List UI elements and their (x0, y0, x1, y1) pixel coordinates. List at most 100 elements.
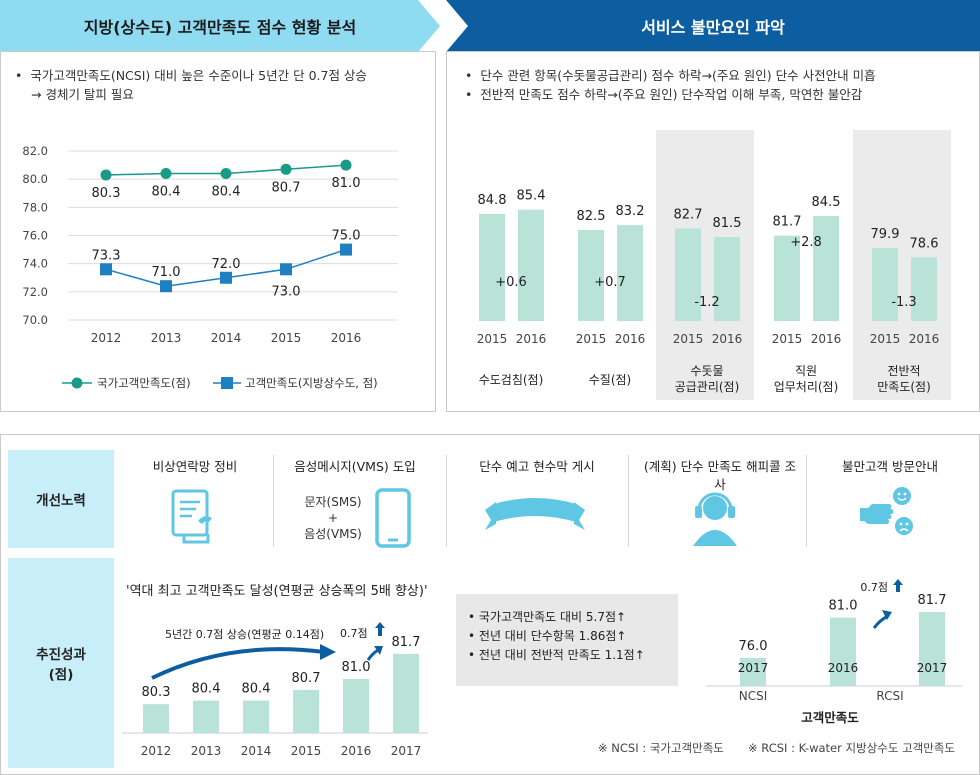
results-bar-value: 80.7 (292, 671, 321, 686)
results-year-label: 2013 (191, 744, 222, 758)
csi-bar-year: 2017 (738, 661, 769, 675)
category-label: 수도검침(점) (479, 373, 544, 387)
service-year-label: 2015 (576, 332, 607, 346)
ncsi-value-label: 80.3 (92, 186, 121, 201)
service-bar-value: 84.8 (478, 193, 507, 208)
local-point (100, 263, 112, 276)
service-bar-value: 82.7 (674, 208, 703, 223)
service-bar-chart: 84.8 2015 85.4 2016 +0.6 수도검침(점) 82.5 2015 83.2 2… (477, 130, 951, 400)
trend-arrowhead (320, 644, 336, 660)
csi-group-label: RCSI (876, 689, 903, 703)
results-bar (343, 679, 369, 733)
csi-group-label: NCSI (739, 689, 768, 703)
results-bar (143, 704, 169, 733)
jump-arrow (366, 648, 379, 661)
jump-annotation: 0.7점 (340, 627, 368, 640)
x-tick-label: 2014 (211, 331, 242, 345)
y-tick-label: 74.0 (22, 257, 48, 271)
service-bar (872, 248, 898, 321)
csi-bar-value: 76.0 (739, 639, 768, 654)
ncsi-point (220, 168, 232, 180)
service-bar-value: 81.7 (773, 215, 802, 230)
separator-4 (806, 455, 807, 547)
y-tick-label: 70.0 (22, 313, 48, 327)
service-year-label: 2016 (712, 332, 743, 346)
change-label: +0.6 (495, 275, 527, 290)
csi-bar (919, 612, 945, 686)
csi-bar-value: 81.0 (829, 599, 858, 614)
change-label: -1.2 (694, 295, 719, 310)
left-header: 지방(상수도) 고객만족도 점수 현황 분석 (0, 0, 440, 52)
line-legend: 국가고객만족도(점) 고객만족도(지방상수도, 점) (62, 376, 378, 390)
service-bar-value: 84.5 (812, 195, 841, 210)
phone-list-icon (171, 489, 212, 544)
service-year-label: 2016 (516, 332, 547, 346)
ncsi-point (340, 159, 352, 171)
right-header-title: 서비스 불만요인 파악 (641, 18, 785, 37)
service-bar (813, 216, 839, 321)
legend-local-label: 고객만족도(지방상수도, 점) (245, 376, 378, 390)
service-year-label: 2016 (811, 332, 842, 346)
category-label: 수질(점) (589, 373, 631, 387)
csi-bar (740, 657, 766, 686)
x-tick-label: 2015 (271, 331, 302, 345)
note-2: • 전년 대비 단수항목 1.86점↑ (468, 629, 627, 643)
left-bullet-2: → 경체기 탈피 필요 (31, 87, 134, 102)
x-tick-label: 2012 (91, 331, 122, 345)
x-tick-label: 2013 (151, 331, 182, 345)
csi-bar-year: 2017 (917, 661, 948, 675)
service-bar (675, 228, 701, 321)
csi-up-arrow-icon (893, 579, 903, 592)
results-bar-value: 80.4 (242, 682, 271, 697)
smartphone-icon (375, 488, 411, 548)
local-point (220, 271, 232, 284)
csi-bar (830, 617, 856, 686)
results-year-label: 2012 (141, 744, 172, 758)
banner-icon (485, 498, 585, 530)
left-panel: • 국가고객만족도(NCSI) 대비 높은 수준이나 5년간 단 0.7점 상승… (0, 51, 436, 412)
csi-annotation: 0.7점 (860, 581, 888, 594)
right-bullet-2: • 전반적 만족도 점수 하락→(주요 원인) 단수작업 이해 부족, 막연한 … (465, 87, 863, 102)
results-bar (243, 700, 269, 733)
improvement-title-4: (계획) 단수 만족도 해피콜 조사 (643, 459, 797, 492)
ncsi-point (100, 169, 112, 181)
results-bar-value: 81.0 (342, 660, 371, 675)
service-year-label: 2015 (772, 332, 803, 346)
ncsi-point (160, 168, 172, 180)
footnote-rcsi: ※ RCSI : K-water 지방상수도 고객만족도 (748, 741, 955, 755)
change-label: +2.8 (790, 235, 822, 250)
results-year-label: 2015 (291, 744, 322, 758)
csi-arrowhead (882, 610, 892, 620)
service-bar-value: 85.4 (517, 189, 546, 204)
hand-faces-icon (860, 487, 913, 535)
up-arrow-icon (375, 622, 385, 636)
separator-2 (446, 455, 447, 547)
results-bar-value: 80.3 (142, 685, 171, 700)
service-bar (774, 235, 800, 321)
results-bar-chart: 80.3 2012 80.4 2013 80.4 2014 80.7 2015 81.0 2016… (122, 622, 428, 758)
note-3: • 전년 대비 전반적 만족도 1.1점↑ (468, 648, 645, 662)
ncsi-value-label: 80.4 (152, 185, 181, 200)
results-year-label: 2016 (341, 744, 372, 758)
y-tick-label: 72.0 (22, 285, 48, 299)
local-value-label: 72.0 (212, 257, 241, 272)
results-bar-value: 81.7 (392, 635, 421, 650)
service-bar-value: 81.5 (713, 216, 742, 231)
service-bar (479, 213, 505, 321)
results-bar (193, 700, 219, 733)
local-value-label: 71.0 (152, 265, 181, 280)
jump-arrowhead (374, 646, 383, 655)
legend-ncsi-marker (71, 377, 83, 389)
y-tick-label: 76.0 (22, 229, 48, 243)
trend-annotation: 5년간 0.7점 상승(연평균 0.14점) (165, 628, 324, 641)
service-year-label: 2016 (909, 332, 940, 346)
service-bar-value: 82.5 (577, 209, 606, 224)
service-bar (578, 230, 604, 321)
local-value-label: 73.0 (272, 284, 301, 299)
vms-text: 문자(SMS) + 음성(VMS) (304, 495, 362, 541)
results-chart-title: '역대 최고 고객만족도 달성(연평균 상승폭의 5배 향상)' (126, 584, 428, 599)
category-label: 만족도(점) (877, 380, 931, 394)
separator-3 (628, 455, 629, 547)
local-point (340, 243, 352, 256)
